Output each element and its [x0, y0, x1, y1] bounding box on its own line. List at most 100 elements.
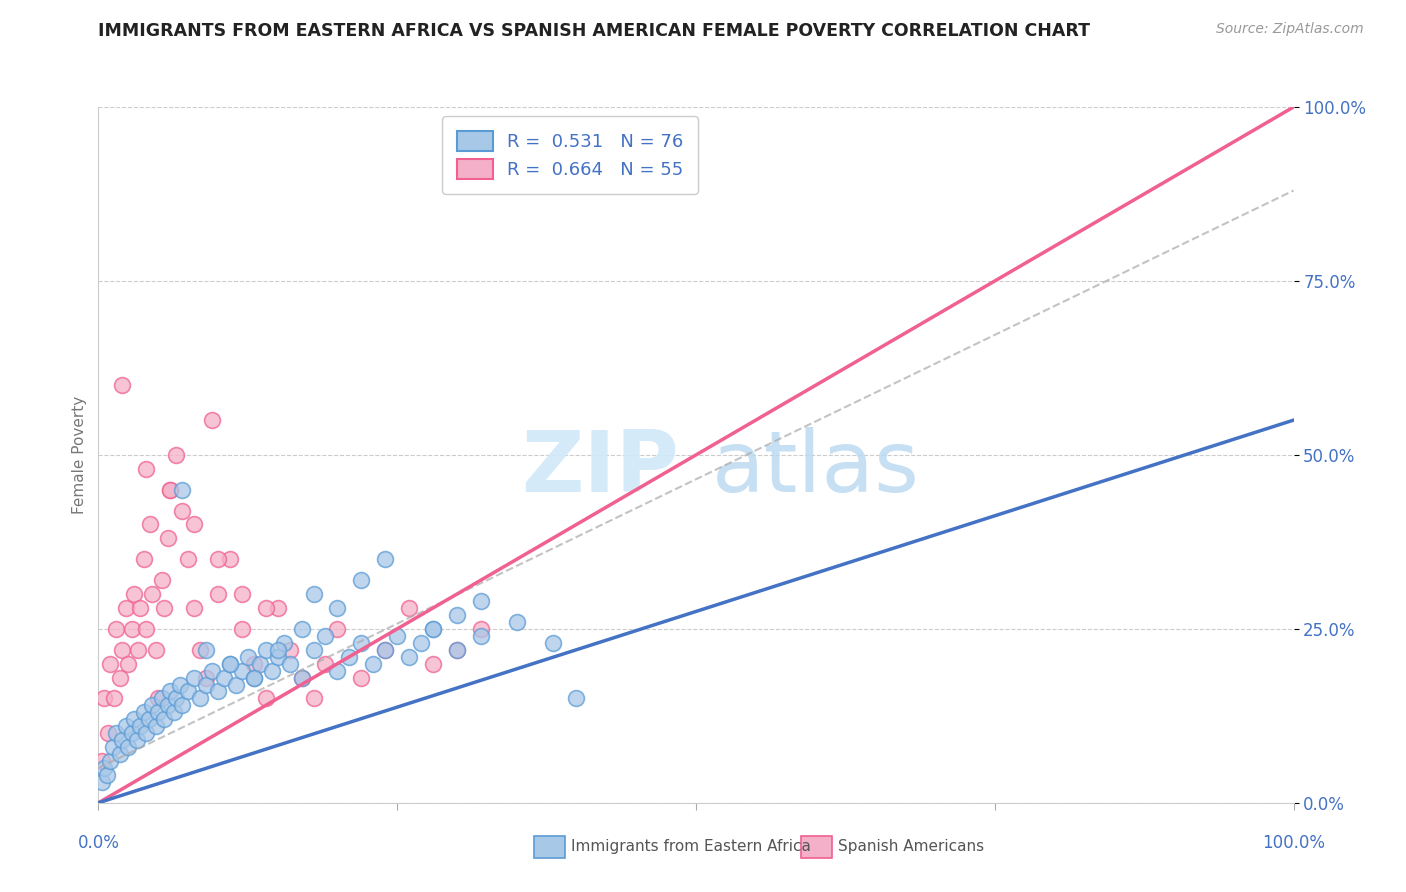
Point [132, 706, 155, 720]
Text: 0.0%: 0.0% [77, 834, 120, 852]
Point [111, 733, 134, 747]
Text: 100.0%: 100.0% [1263, 834, 1324, 852]
Point [159, 483, 181, 497]
Point [278, 642, 301, 657]
Point [93, 691, 115, 706]
Point [165, 691, 187, 706]
Point [207, 587, 229, 601]
Point [177, 684, 200, 698]
Point [337, 649, 360, 664]
Point [141, 587, 163, 601]
Point [124, 587, 146, 601]
Point [156, 698, 179, 713]
Point [183, 517, 205, 532]
Y-axis label: Female Poverty: Female Poverty [72, 396, 87, 514]
Point [242, 657, 264, 671]
Point [398, 649, 420, 664]
Point [138, 712, 160, 726]
Point [201, 664, 224, 678]
Point [254, 691, 277, 706]
Point [231, 664, 253, 678]
Point [422, 622, 444, 636]
Point [188, 691, 211, 706]
Point [91, 754, 114, 768]
Point [267, 642, 290, 657]
Point [108, 747, 131, 761]
Point [254, 642, 277, 657]
Point [470, 622, 492, 636]
Point [150, 573, 173, 587]
Point [103, 691, 125, 706]
Point [422, 622, 444, 636]
Point [148, 691, 170, 706]
Point [172, 698, 194, 713]
Point [153, 712, 176, 726]
Point [446, 607, 468, 622]
Point [446, 642, 468, 657]
Point [163, 706, 186, 720]
Point [267, 601, 290, 615]
Point [165, 448, 187, 462]
Point [541, 636, 564, 650]
Point [290, 622, 312, 636]
Text: Spanish Americans: Spanish Americans [838, 839, 984, 854]
Point [267, 649, 290, 664]
Point [225, 677, 247, 691]
Point [108, 671, 131, 685]
Point [159, 684, 181, 698]
Point [172, 503, 194, 517]
Point [470, 594, 492, 608]
Point [132, 552, 155, 566]
Point [148, 706, 170, 720]
Point [135, 462, 157, 476]
Point [315, 657, 337, 671]
Point [121, 622, 143, 636]
Point [236, 649, 259, 664]
Point [470, 629, 492, 643]
Point [101, 740, 124, 755]
Text: IMMIGRANTS FROM EASTERN AFRICA VS SPANISH AMERICAN FEMALE POVERTY CORRELATION CH: IMMIGRANTS FROM EASTERN AFRICA VS SPANIS… [98, 22, 1091, 40]
Point [302, 587, 325, 601]
Point [242, 671, 264, 685]
Point [398, 601, 420, 615]
Point [153, 601, 176, 615]
Point [145, 719, 167, 733]
Point [201, 413, 224, 427]
Point [363, 657, 385, 671]
Point [129, 719, 152, 733]
Text: atlas: atlas [711, 427, 920, 510]
Point [172, 483, 194, 497]
Point [446, 642, 468, 657]
Point [422, 657, 444, 671]
Point [326, 664, 349, 678]
Point [374, 552, 396, 566]
Point [278, 657, 301, 671]
Point [145, 642, 167, 657]
Point [207, 684, 229, 698]
Point [96, 768, 118, 782]
Point [93, 761, 115, 775]
Point [194, 671, 217, 685]
Point [326, 622, 349, 636]
Point [219, 552, 242, 566]
Point [105, 726, 128, 740]
Point [219, 657, 242, 671]
Point [121, 726, 143, 740]
Point [350, 573, 373, 587]
Point [254, 601, 277, 615]
Point [150, 691, 173, 706]
Point [98, 754, 122, 768]
Point [260, 664, 283, 678]
Point [135, 726, 157, 740]
Point [194, 677, 217, 691]
Point [290, 671, 312, 685]
Point [111, 378, 134, 392]
Point [183, 671, 205, 685]
Point [219, 657, 242, 671]
Point [156, 532, 179, 546]
Point [315, 629, 337, 643]
Legend: R =  0.531   N = 76, R =  0.664   N = 55: R = 0.531 N = 76, R = 0.664 N = 55 [441, 116, 697, 194]
Point [115, 719, 138, 733]
Point [129, 601, 152, 615]
Point [139, 517, 162, 532]
